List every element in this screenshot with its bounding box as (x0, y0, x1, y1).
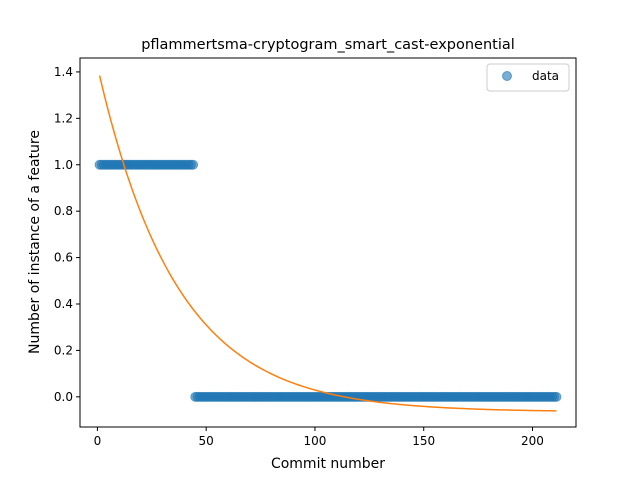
legend-label-data: data (532, 69, 559, 83)
data-point (188, 159, 199, 170)
plot-area (94, 75, 562, 412)
y-tick-label: 1.0 (54, 158, 73, 172)
x-tick-label: 0 (94, 434, 102, 448)
y-tick-label: 0.0 (54, 390, 73, 404)
x-tick-label: 100 (303, 434, 326, 448)
chart-title: pflammertsma-cryptogram_smart_cast-expon… (141, 37, 515, 53)
y-tick-label: 1.2 (54, 111, 73, 125)
axes-frame (79, 57, 577, 428)
y-axis-label: Number of instance of a feature (27, 130, 43, 354)
legend: data (486, 63, 570, 92)
y-tick-label: 0.2 (54, 343, 73, 357)
x-axis-ticks: 0 50 100 150 200 (94, 427, 544, 448)
y-tick-label: 0.8 (54, 204, 73, 218)
x-tick-label: 50 (199, 434, 214, 448)
y-tick-label: 0.6 (54, 251, 73, 265)
y-tick-label: 1.4 (54, 65, 73, 79)
legend-marker (502, 71, 512, 81)
y-axis-ticks: 0.0 0.2 0.4 0.6 0.8 1.0 1.2 1.4 (54, 65, 80, 404)
x-tick-label: 150 (412, 434, 435, 448)
data-points (94, 159, 562, 402)
legend-box (486, 63, 570, 92)
y-tick-label: 0.4 (54, 297, 73, 311)
exponential-fit-line (98, 75, 557, 412)
x-tick-label: 200 (521, 434, 544, 448)
x-axis-label: Commit number (271, 456, 385, 472)
data-point (551, 391, 562, 402)
